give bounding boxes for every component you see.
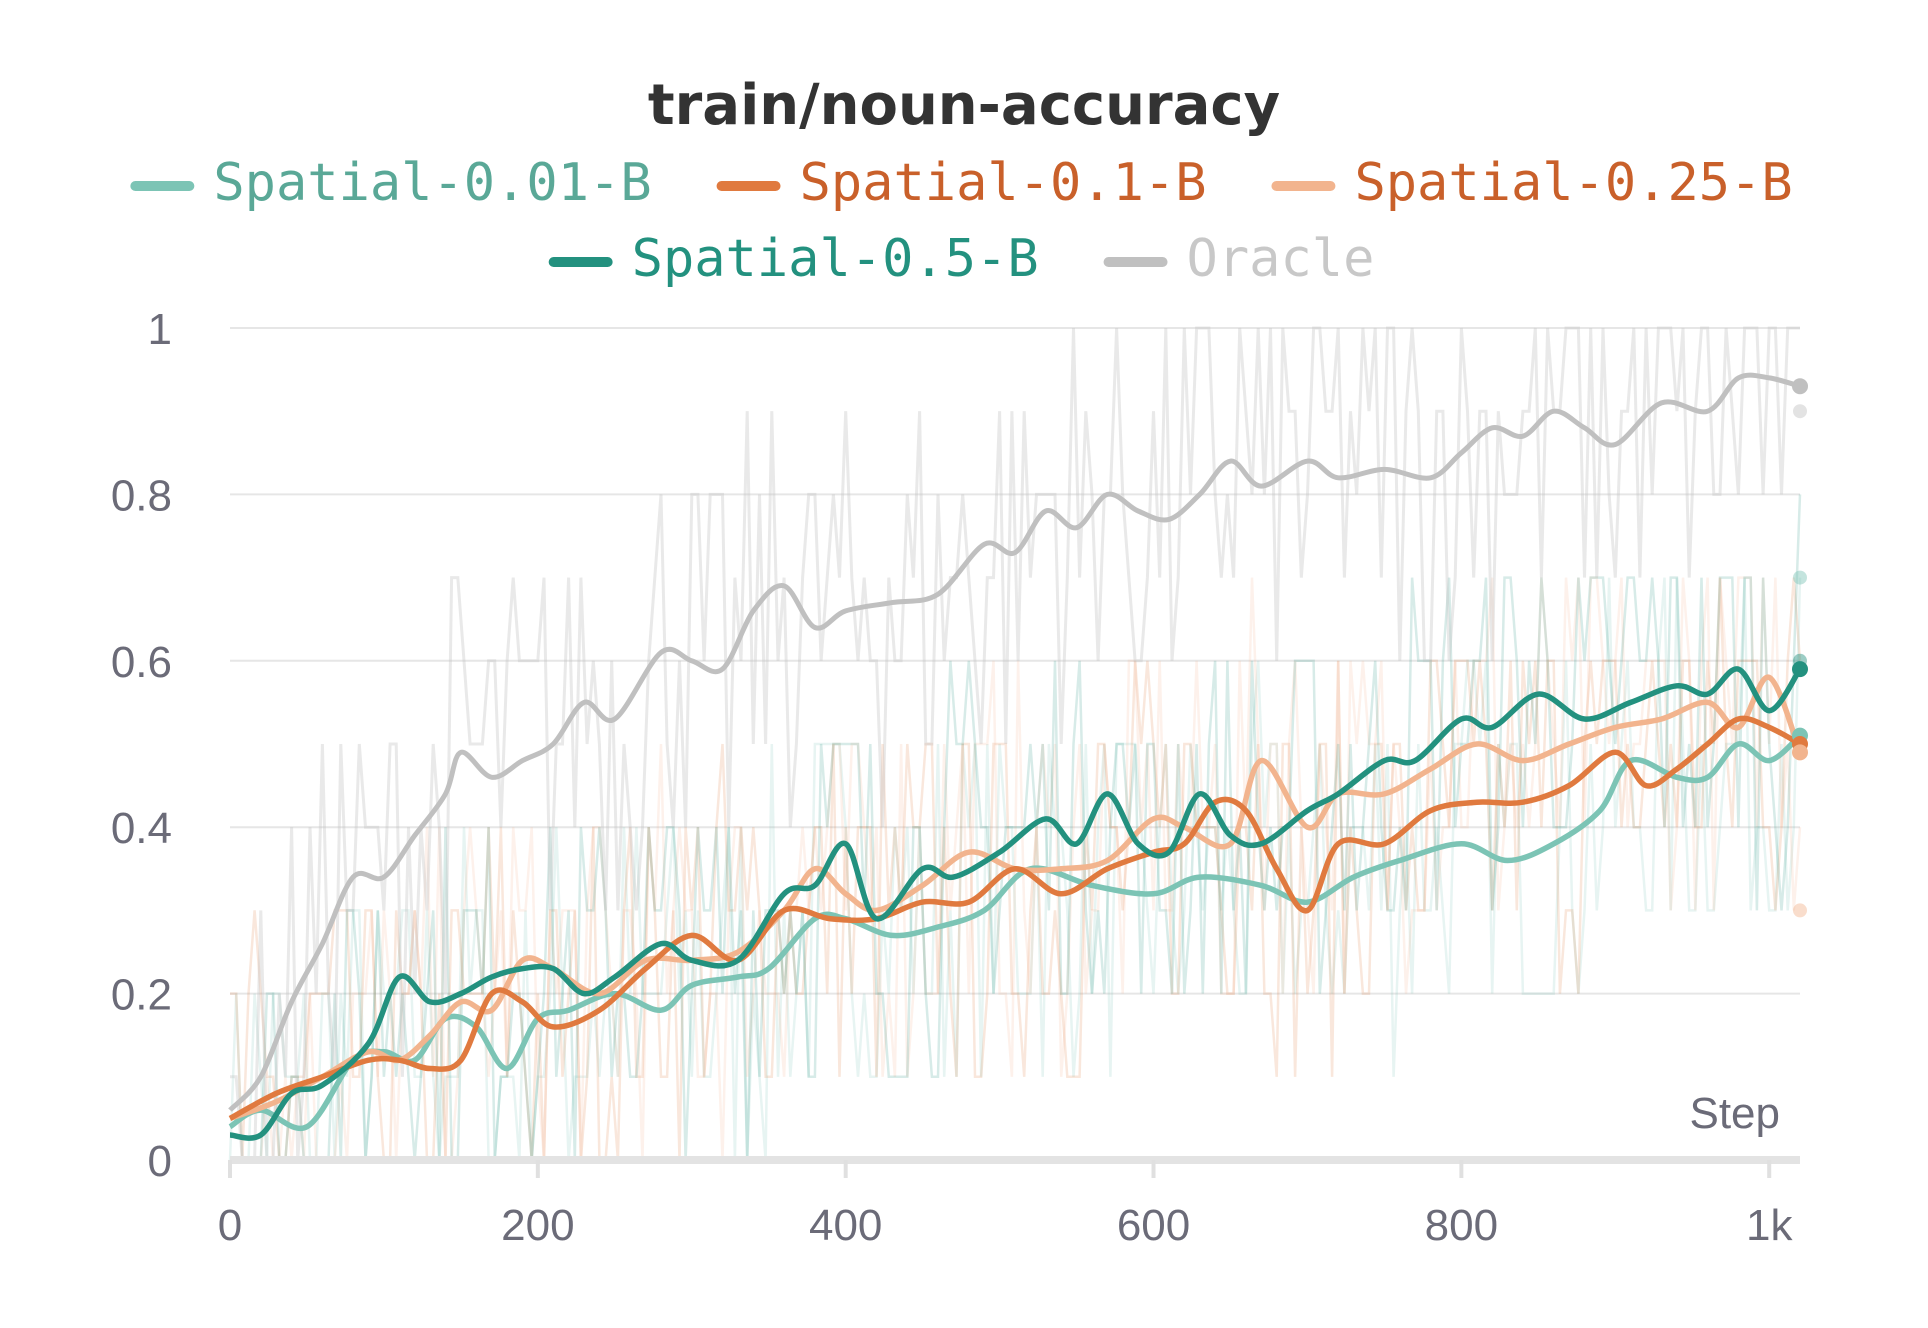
legend-label[interactable]: Spatial-0.25-B [1354,153,1792,213]
series-lines [228,372,1803,1141]
legend-label[interactable]: Oracle [1187,229,1375,289]
y-tick-label: 1 [148,305,172,354]
raw-end-point [1793,903,1807,918]
x-tick-label: 600 [1117,1201,1190,1250]
y-tick-label: 0.4 [111,804,172,853]
raw-end-point [1793,570,1807,585]
raw-trace [230,326,1800,1162]
raw-trace [230,577,1802,1162]
x-tick-label: 200 [501,1201,574,1250]
series-end-point [1792,378,1808,395]
y-tick-label: 0.8 [111,471,172,520]
series-line-oracle[interactable] [228,372,1801,1112]
series-line-spatial-0-5-b[interactable] [229,666,1803,1141]
legend-label[interactable]: Spatial-0.1-B [800,153,1207,213]
x-tick-label: 1k [1746,1201,1793,1250]
x-axis-label: Step [1689,1089,1780,1138]
raw-end-point [1793,404,1807,419]
y-tick-label: 0.6 [111,638,172,687]
end-points [1792,378,1808,918]
x-tick-label: 800 [1425,1201,1498,1250]
y-tick-label: 0 [148,1137,172,1186]
legend: Spatial-0.01-B Spatial-0.1-B Spatial-0.25-… [130,153,1793,289]
chart-title: train/noun-accuracy [648,73,1280,138]
x-tick-label: 0 [218,1201,242,1250]
series-end-point [1792,744,1808,761]
legend-label[interactable]: Spatial-0.01-B [213,153,651,213]
series-line-spatial-0-1-b[interactable] [228,715,1802,1121]
axes: 0 0.2 0.4 0.6 0.8 1 0 200 400 600 800 1k [111,305,1800,1250]
y-tick-label: 0.2 [111,971,172,1020]
series-end-point [1792,661,1808,678]
legend-label[interactable]: Spatial-0.5-B [632,229,1039,289]
series-line-spatial-0-01-b[interactable] [228,733,1802,1132]
x-tick-label: 400 [809,1201,882,1250]
